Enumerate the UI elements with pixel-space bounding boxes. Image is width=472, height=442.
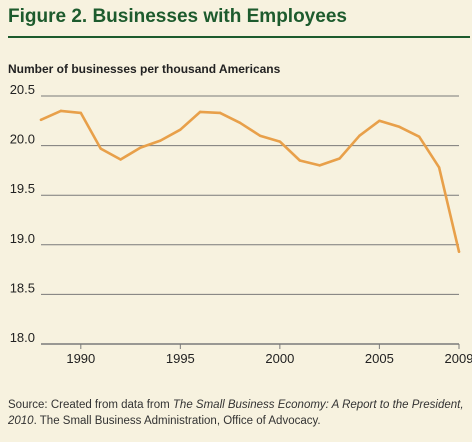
x-tick-label: 2005 <box>365 351 394 366</box>
y-tick-label: 20.0 <box>10 132 35 147</box>
y-tick-labels: 18.0 18.5 19.0 19.5 20.0 20.5 <box>10 82 35 345</box>
y-tick-label: 18.5 <box>10 280 35 295</box>
data-point-2006 <box>398 125 401 128</box>
data-point-1999 <box>258 134 262 137</box>
data-point-2000 <box>278 140 282 143</box>
y-tick-label: 20.5 <box>10 82 35 97</box>
title-rule <box>8 36 470 38</box>
line-chart: 18.0 18.5 19.0 19.5 20.0 20.5 1990 1995 2000 200… <box>10 82 472 366</box>
y-tick-label: 19.5 <box>10 181 35 196</box>
data-point-1997 <box>218 111 222 115</box>
y-axis-label: Number of businesses per thousand Americ… <box>8 62 281 76</box>
data-point-1992 <box>119 158 122 161</box>
data-point-1993 <box>139 146 142 149</box>
data-point-1991 <box>99 147 102 150</box>
series-line-group <box>39 109 461 253</box>
x-tick-label: 1995 <box>166 351 195 366</box>
data-point-2005 <box>378 119 381 122</box>
data-point-1998 <box>238 121 242 124</box>
data-point-1996 <box>199 110 202 114</box>
source-note: Source: Created from data from The Small… <box>8 397 466 429</box>
data-point-2002 <box>318 164 321 167</box>
data-point-2001 <box>298 159 301 162</box>
source-title: The Small Business Economy: A Report to … <box>8 399 464 427</box>
y-tick-label: 18.0 <box>10 330 35 345</box>
data-point-1994 <box>159 139 162 142</box>
y-tick-label: 19.0 <box>10 231 35 246</box>
x-tick-labels: 1990 1995 2000 2005 2009 <box>66 344 472 366</box>
grid-lines <box>41 95 459 345</box>
data-point-2008 <box>437 166 441 169</box>
data-point-1988 <box>39 118 43 122</box>
data-point-1995 <box>179 128 182 131</box>
data-point-2009 <box>457 250 461 253</box>
data-points <box>39 109 461 253</box>
source-prefix: Source: Created from data from <box>8 399 173 411</box>
data-point-2004 <box>358 134 361 137</box>
x-tick-label: 2000 <box>265 351 294 366</box>
data-point-1989 <box>59 109 63 113</box>
data-point-2007 <box>417 135 421 138</box>
series-line <box>39 109 461 253</box>
figure-title: Figure 2. Businesses with Employees <box>8 6 347 27</box>
data-point-2003 <box>338 157 341 160</box>
source-suffix: . The Small Business Administration, Off… <box>33 415 321 427</box>
x-tick-label: 2009 <box>445 351 472 366</box>
data-point-1990 <box>79 111 83 115</box>
x-tick-label: 1990 <box>66 351 95 366</box>
